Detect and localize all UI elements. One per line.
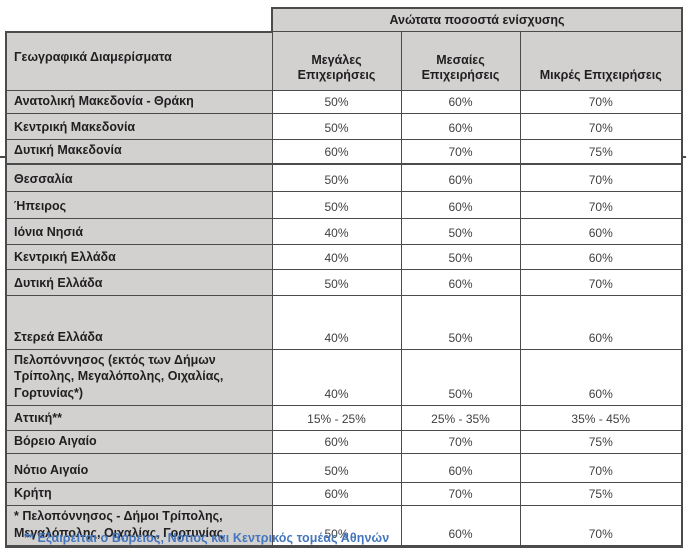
- small-value-cell: 75%: [519, 429, 684, 455]
- medium-value-cell: 50%: [400, 218, 521, 245]
- medium-value-cell: 50%: [400, 349, 521, 406]
- medium-value-cell: 60%: [400, 113, 521, 141]
- small-value-cell: 70%: [519, 191, 684, 219]
- column-header-large-enterprises: Μεγάλες Επιχειρήσεις: [271, 31, 402, 91]
- small-value-cell: 70%: [519, 89, 684, 115]
- large-value-cell: 40%: [271, 295, 402, 350]
- span-header-row: Ανώτατα ποσοστά ενίσχυσης: [6, 7, 684, 32]
- medium-value-cell: 70%: [400, 139, 521, 165]
- table-row: Στερεά Ελλάδα 40% 50% 60%: [5, 295, 684, 350]
- large-value-cell: 60%: [271, 481, 402, 507]
- table-row: Νότιο Αιγαίο 50% 60% 70%: [5, 453, 684, 483]
- medium-value-cell: 70%: [400, 481, 521, 507]
- small-value-cell: 70%: [519, 269, 684, 296]
- small-value-cell: 60%: [519, 244, 684, 270]
- medium-value-cell: 60%: [400, 269, 521, 296]
- large-value-cell: 60%: [271, 139, 402, 165]
- region-cell: Στερεά Ελλάδα: [5, 295, 273, 350]
- medium-value-cell: 70%: [400, 429, 521, 455]
- small-value-cell: 60%: [519, 295, 684, 350]
- empty-corner-cell: [6, 8, 272, 32]
- table-row: Κεντρική Μακεδονία 50% 60% 70%: [5, 113, 684, 141]
- large-value-cell: 50%: [271, 269, 402, 296]
- region-cell: Ανατολική Μακεδονία - Θράκη: [5, 89, 273, 115]
- region-cell: Κεντρική Μακεδονία: [5, 113, 273, 141]
- large-value-cell: 60%: [271, 429, 402, 455]
- medium-value-cell: 50%: [400, 244, 521, 270]
- region-cell: Πελοπόννησος (εκτός των Δήμων Τρίπολης, …: [5, 349, 273, 406]
- table-row: Ήπειρος 50% 60% 70%: [5, 191, 684, 219]
- column-header-small-enterprises: Μικρές Επιχειρήσεις: [519, 31, 684, 91]
- large-value-cell: 50%: [271, 113, 402, 141]
- large-value-cell: 50%: [271, 453, 402, 483]
- aid-rates-table: Ανώτατα ποσοστά ενίσχυσης Γεωγραφικά Δια…: [5, 7, 684, 548]
- region-cell: Αττική**: [5, 404, 273, 431]
- column-header-regions: Γεωγραφικά Διαμερίσματα: [5, 30, 273, 91]
- table-row: Δυτική Ελλάδα 50% 60% 70%: [5, 269, 684, 296]
- medium-value-cell: 60%: [400, 163, 521, 192]
- table-row: Κρήτη 60% 70% 75%: [5, 481, 684, 507]
- table-row: Κεντρική Ελλάδα 40% 50% 60%: [5, 244, 684, 270]
- large-value-cell: 40%: [271, 218, 402, 245]
- large-value-cell: 40%: [271, 349, 402, 406]
- table-row: Πελοπόννησος (εκτός των Δήμων Τρίπολης, …: [5, 349, 684, 406]
- column-header-medium-enterprises: Μεσαίες Επιχειρήσεις: [400, 31, 521, 91]
- table-row: Αττική** 15% - 25% 25% - 35% 35% - 45%: [5, 404, 684, 431]
- region-cell: Ιόνια Νησιά: [5, 218, 273, 245]
- region-cell: Ήπειρος: [5, 191, 273, 219]
- table-body: Ανατολική Μακεδονία - Θράκη 50% 60% 70% Κεντ…: [5, 89, 684, 548]
- large-value-cell: 50%: [271, 89, 402, 115]
- column-header-row: Γεωγραφικά Διαμερίσματα Μεγάλες Επιχειρή…: [5, 30, 684, 91]
- table-row: Ιόνια Νησιά 40% 50% 60%: [5, 218, 684, 245]
- table-row: Θεσσαλία 50% 60% 70%: [5, 163, 684, 192]
- table-row: Ανατολική Μακεδονία - Θράκη 50% 60% 70%: [5, 89, 684, 115]
- region-cell: Νότιο Αιγαίο: [5, 453, 273, 483]
- large-value-cell: 50%: [271, 505, 402, 548]
- medium-value-cell: 60%: [400, 505, 521, 548]
- small-value-cell: 75%: [519, 139, 684, 165]
- small-value-cell: 60%: [519, 349, 684, 406]
- medium-value-cell: 60%: [400, 191, 521, 219]
- table-row: Βόρειο Αιγαίο 60% 70% 75%: [5, 429, 684, 455]
- table-row: * Πελοπόννησος - Δήμοι Τρίπολης, Μεγαλόπ…: [5, 505, 684, 548]
- region-cell: Βόρειο Αιγαίο: [5, 429, 273, 455]
- small-value-cell: 70%: [519, 453, 684, 483]
- small-value-cell: 60%: [519, 218, 684, 245]
- small-value-cell: 70%: [519, 113, 684, 141]
- medium-value-cell: 50%: [400, 295, 521, 350]
- table-row: Δυτική Μακεδονία 60% 70% 75%: [5, 139, 684, 165]
- medium-value-cell: 25% - 35%: [400, 404, 521, 431]
- table-title: Ανώτατα ποσοστά ενίσχυσης: [270, 7, 684, 32]
- region-cell: Κρήτη: [5, 481, 273, 507]
- region-cell: Κεντρική Ελλάδα: [5, 244, 273, 270]
- region-cell: Δυτική Μακεδονία: [5, 139, 273, 165]
- large-value-cell: 15% - 25%: [271, 404, 402, 431]
- region-cell: Θεσσαλία: [5, 163, 273, 192]
- small-value-cell: 35% - 45%: [519, 404, 684, 431]
- medium-value-cell: 60%: [400, 89, 521, 115]
- small-value-cell: 75%: [519, 481, 684, 507]
- footnote-text: ** Εξαιρείται ο Βόρειος, Νότιος και Κεντ…: [24, 531, 390, 545]
- medium-value-cell: 60%: [400, 453, 521, 483]
- large-value-cell: 50%: [271, 163, 402, 192]
- small-value-cell: 70%: [519, 163, 684, 192]
- small-value-cell: 70%: [519, 505, 684, 548]
- region-cell: Δυτική Ελλάδα: [5, 269, 273, 296]
- large-value-cell: 40%: [271, 244, 402, 270]
- large-value-cell: 50%: [271, 191, 402, 219]
- region-cell: * Πελοπόννησος - Δήμοι Τρίπολης, Μεγαλόπ…: [5, 505, 273, 548]
